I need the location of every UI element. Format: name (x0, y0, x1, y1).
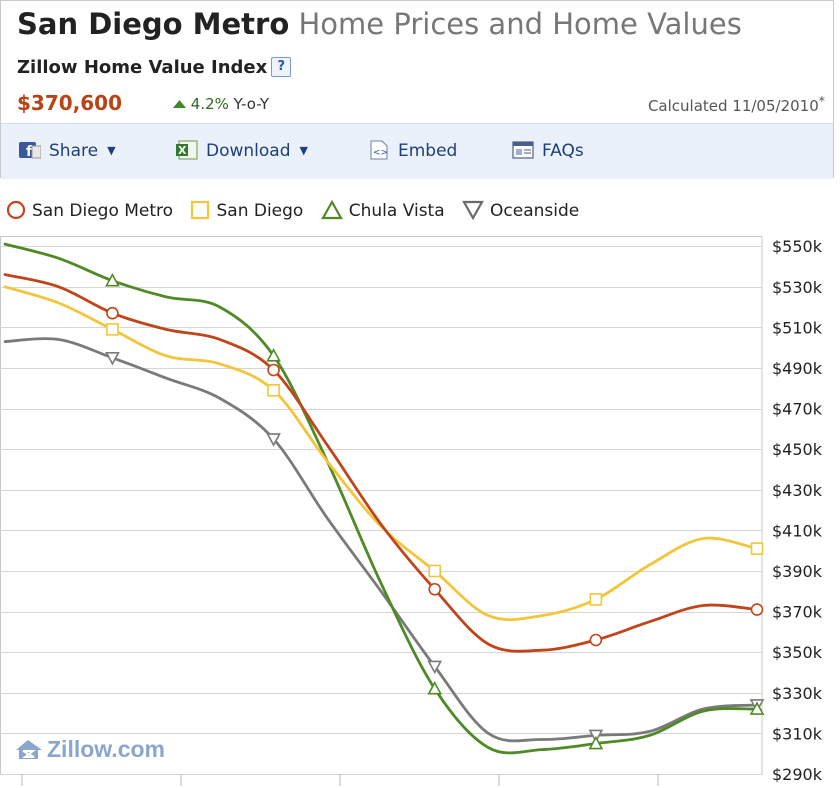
page-title: San Diego Metro Home Prices and Home Val… (17, 7, 742, 41)
page-title-sub: Home Prices and Home Values (298, 7, 742, 41)
data-point-oceanside[interactable] (266, 433, 281, 447)
chevron-down-icon: ▼ (299, 144, 308, 157)
share-button[interactable]: f Share ▼ (19, 140, 116, 161)
faqs-button[interactable]: FAQs (512, 140, 584, 161)
y-tick-label: $410k (772, 521, 823, 540)
data-point-san-diego-metro[interactable] (428, 582, 442, 596)
y-tick-label: $290k (772, 765, 823, 784)
legend-item-oceanside[interactable]: Oceanside (462, 200, 579, 221)
chevron-down-icon: ▼ (107, 144, 116, 157)
price-line-chart: $290k $310k $330k $350k $370k $390k $410k $430k… (0, 236, 823, 786)
data-point-san-diego-metro[interactable] (267, 363, 280, 377)
y-tick-label: $330k (772, 684, 823, 703)
circle-marker-icon (6, 200, 26, 220)
square-marker-icon (191, 200, 210, 220)
change-value: 4.2% (190, 95, 229, 113)
triangle-down-marker-icon (462, 200, 484, 221)
data-point-san-diego-metro[interactable] (589, 633, 603, 647)
data-point-san-diego-metro[interactable] (750, 603, 764, 616)
legend-item-san-diego[interactable]: San Diego (190, 200, 303, 221)
index-heading: Zillow Home Value Index? (17, 57, 292, 78)
toolbar: f Share ▼ X Download ▼ <> Embed (1, 123, 833, 179)
y-tick-label: $490k (772, 359, 823, 378)
chart-legend: San Diego Metro San Diego Chula Vista Oc… (6, 199, 591, 224)
series-line-chula-vista (3, 242, 759, 755)
y-tick-label: $550k (772, 237, 823, 256)
share-label: Share (49, 141, 99, 161)
change-label: Y-o-Y (233, 95, 269, 113)
y-tick-label: $370k (772, 603, 823, 622)
series-line-oceanside (3, 337, 759, 743)
data-point-san-diego[interactable] (106, 323, 119, 336)
home-value-price: $370,600 (17, 91, 123, 115)
series-lines (3, 242, 765, 755)
y-axis-labels: $290k $310k $330k $350k $370k $390k $410k $430k… (772, 237, 823, 784)
legend-label: San Diego Metro (32, 201, 174, 221)
y-tick-label: $310k (772, 724, 823, 743)
legend-item-chula-vista[interactable]: Chula Vista (320, 199, 445, 221)
data-point-san-diego[interactable] (428, 564, 442, 578)
index-label: Zillow Home Value Index (17, 57, 268, 78)
page-title-main: San Diego Metro (17, 7, 290, 41)
data-point-chula-vista[interactable] (749, 701, 765, 715)
svg-text:<>: <> (373, 148, 388, 158)
grid-lines (0, 236, 763, 775)
y-tick-label: $390k (772, 562, 823, 581)
embed-button[interactable]: <> Embed (368, 140, 457, 161)
calculated-date: Calculated 11/05/2010* (648, 93, 825, 115)
calculated-footnote: * (818, 93, 825, 108)
data-point-chula-vista[interactable] (105, 272, 120, 287)
download-button[interactable]: X Download ▼ (176, 140, 308, 161)
y-tick-label: $450k (772, 440, 823, 459)
y-tick-label: $510k (772, 318, 823, 337)
embed-code-icon: <> (370, 140, 388, 160)
legend-label: San Diego (216, 201, 304, 221)
zillow-house-icon (16, 740, 42, 759)
year-over-year-change: 4.2% Y-o-Y (173, 95, 269, 113)
svg-text:f: f (26, 144, 33, 160)
svg-text:X: X (178, 144, 187, 157)
series-line-san-diego (3, 285, 759, 622)
embed-label: Embed (398, 141, 458, 161)
x-axis (21, 774, 659, 786)
data-point-san-diego[interactable] (589, 593, 603, 606)
faqs-label: FAQs (542, 141, 584, 161)
download-label: Download (206, 141, 291, 161)
y-tick-label: $350k (772, 643, 823, 662)
help-icon[interactable]: ? (271, 57, 292, 77)
triangle-up-marker-icon (320, 199, 343, 220)
y-tick-label: $470k (772, 400, 823, 419)
data-point-san-diego-metro[interactable] (106, 306, 119, 320)
data-point-oceanside[interactable] (105, 352, 120, 366)
up-arrow-icon (173, 100, 186, 108)
zillow-logo: Zillow.com (14, 736, 165, 763)
legend-item-san-diego-metro[interactable]: San Diego Metro (6, 200, 173, 221)
data-point-san-diego[interactable] (750, 542, 764, 555)
y-tick-label: $530k (772, 278, 823, 297)
data-point-oceanside[interactable] (427, 660, 443, 675)
data-point-san-diego[interactable] (267, 383, 280, 397)
data-point-chula-vista[interactable] (588, 735, 604, 750)
legend-label: Chula Vista (348, 201, 445, 221)
excel-download-icon: X (176, 140, 198, 160)
calculated-text: Calculated 11/05/2010 (647, 97, 819, 115)
faq-document-icon (512, 141, 534, 159)
watermark-text: Zillow.com (47, 736, 165, 762)
summary-header: San Diego Metro Home Prices and Home Val… (0, 0, 834, 179)
y-tick-label: $430k (772, 481, 823, 500)
data-point-chula-vista[interactable] (266, 348, 281, 362)
data-point-chula-vista[interactable] (427, 681, 443, 695)
series-line-san-diego-metro (3, 273, 759, 653)
facebook-share-icon: f (19, 142, 41, 160)
legend-label: Oceanside (490, 201, 580, 221)
